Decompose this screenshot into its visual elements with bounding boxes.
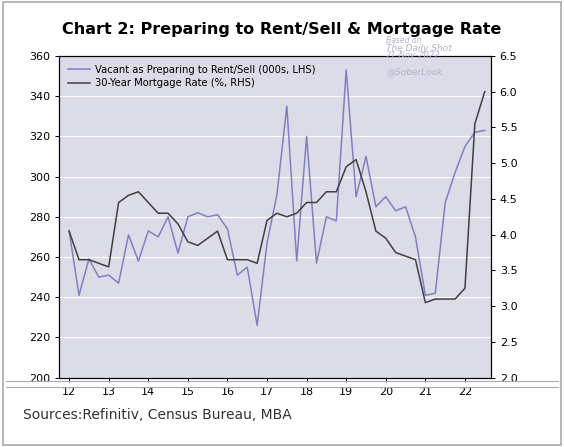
Vacant as Preparing to Rent/Sell (000s, LHS)	[145, 228, 152, 233]
Vacant as Preparing to Rent/Sell (000s, LHS)	[195, 210, 201, 215]
30-Year Mortgage Rate (%, RHS)	[86, 257, 92, 262]
30-Year Mortgage Rate (%, RHS)	[432, 296, 439, 302]
Vacant as Preparing to Rent/Sell (000s, LHS)	[303, 134, 310, 139]
Vacant as Preparing to Rent/Sell (000s, LHS)	[412, 234, 419, 240]
30-Year Mortgage Rate (%, RHS)	[105, 264, 112, 270]
Vacant as Preparing to Rent/Sell (000s, LHS)	[76, 293, 82, 298]
Vacant as Preparing to Rent/Sell (000s, LHS)	[165, 214, 171, 219]
Vacant as Preparing to Rent/Sell (000s, LHS)	[472, 130, 478, 135]
Vacant as Preparing to Rent/Sell (000s, LHS)	[461, 144, 468, 149]
Vacant as Preparing to Rent/Sell (000s, LHS)	[105, 273, 112, 278]
Vacant as Preparing to Rent/Sell (000s, LHS)	[214, 212, 221, 218]
30-Year Mortgage Rate (%, RHS)	[274, 211, 280, 216]
Vacant as Preparing to Rent/Sell (000s, LHS)	[422, 293, 429, 298]
Vacant as Preparing to Rent/Sell (000s, LHS)	[135, 258, 142, 264]
Line: Vacant as Preparing to Rent/Sell (000s, LHS): Vacant as Preparing to Rent/Sell (000s, …	[69, 70, 484, 325]
Vacant as Preparing to Rent/Sell (000s, LHS)	[382, 194, 389, 199]
30-Year Mortgage Rate (%, RHS)	[145, 200, 152, 205]
Vacant as Preparing to Rent/Sell (000s, LHS)	[155, 234, 161, 240]
Text: Sources:Refinitiv, Census Bureau, MBA: Sources:Refinitiv, Census Bureau, MBA	[23, 408, 292, 422]
Text: @SoberLook: @SoberLook	[386, 67, 443, 76]
30-Year Mortgage Rate (%, RHS)	[442, 296, 448, 302]
Vacant as Preparing to Rent/Sell (000s, LHS)	[184, 214, 191, 219]
Vacant as Preparing to Rent/Sell (000s, LHS)	[66, 228, 73, 233]
30-Year Mortgage Rate (%, RHS)	[352, 157, 359, 162]
Vacant as Preparing to Rent/Sell (000s, LHS)	[333, 218, 340, 224]
Vacant as Preparing to Rent/Sell (000s, LHS)	[352, 194, 359, 199]
30-Year Mortgage Rate (%, RHS)	[372, 228, 379, 234]
Vacant as Preparing to Rent/Sell (000s, LHS)	[393, 208, 399, 213]
30-Year Mortgage Rate (%, RHS)	[452, 296, 459, 302]
30-Year Mortgage Rate (%, RHS)	[313, 200, 320, 205]
30-Year Mortgage Rate (%, RHS)	[184, 239, 191, 245]
Vacant as Preparing to Rent/Sell (000s, LHS)	[95, 274, 102, 280]
Vacant as Preparing to Rent/Sell (000s, LHS)	[442, 200, 448, 206]
Vacant as Preparing to Rent/Sell (000s, LHS)	[125, 232, 132, 238]
30-Year Mortgage Rate (%, RHS)	[224, 257, 231, 262]
30-Year Mortgage Rate (%, RHS)	[195, 243, 201, 248]
Vacant as Preparing to Rent/Sell (000s, LHS)	[452, 170, 459, 175]
30-Year Mortgage Rate (%, RHS)	[323, 189, 330, 194]
30-Year Mortgage Rate (%, RHS)	[165, 211, 171, 216]
Vacant as Preparing to Rent/Sell (000s, LHS)	[372, 204, 379, 210]
30-Year Mortgage Rate (%, RHS)	[481, 89, 488, 94]
Vacant as Preparing to Rent/Sell (000s, LHS)	[86, 257, 92, 262]
Vacant as Preparing to Rent/Sell (000s, LHS)	[284, 104, 290, 109]
30-Year Mortgage Rate (%, RHS)	[214, 228, 221, 234]
Vacant as Preparing to Rent/Sell (000s, LHS)	[402, 204, 409, 210]
30-Year Mortgage Rate (%, RHS)	[76, 257, 82, 262]
30-Year Mortgage Rate (%, RHS)	[95, 261, 102, 266]
30-Year Mortgage Rate (%, RHS)	[244, 257, 250, 262]
30-Year Mortgage Rate (%, RHS)	[303, 200, 310, 205]
Vacant as Preparing to Rent/Sell (000s, LHS)	[363, 154, 369, 159]
30-Year Mortgage Rate (%, RHS)	[293, 211, 300, 216]
Vacant as Preparing to Rent/Sell (000s, LHS)	[323, 214, 330, 219]
30-Year Mortgage Rate (%, RHS)	[461, 286, 468, 291]
Vacant as Preparing to Rent/Sell (000s, LHS)	[343, 67, 350, 73]
30-Year Mortgage Rate (%, RHS)	[66, 228, 73, 234]
30-Year Mortgage Rate (%, RHS)	[472, 121, 478, 127]
30-Year Mortgage Rate (%, RHS)	[204, 236, 211, 241]
30-Year Mortgage Rate (%, RHS)	[343, 164, 350, 169]
Vacant as Preparing to Rent/Sell (000s, LHS)	[432, 291, 439, 296]
30-Year Mortgage Rate (%, RHS)	[254, 261, 261, 266]
30-Year Mortgage Rate (%, RHS)	[263, 218, 270, 223]
Legend: Vacant as Preparing to Rent/Sell (000s, LHS), 30-Year Mortgage Rate (%, RHS): Vacant as Preparing to Rent/Sell (000s, …	[64, 61, 320, 93]
30-Year Mortgage Rate (%, RHS)	[402, 253, 409, 259]
Vacant as Preparing to Rent/Sell (000s, LHS)	[254, 323, 261, 328]
30-Year Mortgage Rate (%, RHS)	[333, 189, 340, 194]
30-Year Mortgage Rate (%, RHS)	[363, 189, 369, 194]
Vacant as Preparing to Rent/Sell (000s, LHS)	[274, 192, 280, 198]
Line: 30-Year Mortgage Rate (%, RHS): 30-Year Mortgage Rate (%, RHS)	[69, 92, 484, 303]
Vacant as Preparing to Rent/Sell (000s, LHS)	[481, 128, 488, 133]
Text: Chart 2: Preparing to Rent/Sell & Mortgage Rate: Chart 2: Preparing to Rent/Sell & Mortga…	[62, 21, 502, 37]
Vacant as Preparing to Rent/Sell (000s, LHS)	[244, 264, 250, 270]
Text: The Daily Shot: The Daily Shot	[386, 44, 452, 53]
30-Year Mortgage Rate (%, RHS)	[234, 257, 241, 262]
Vacant as Preparing to Rent/Sell (000s, LHS)	[313, 261, 320, 266]
30-Year Mortgage Rate (%, RHS)	[284, 214, 290, 219]
Vacant as Preparing to Rent/Sell (000s, LHS)	[224, 226, 231, 232]
30-Year Mortgage Rate (%, RHS)	[393, 250, 399, 255]
Vacant as Preparing to Rent/Sell (000s, LHS)	[175, 250, 182, 256]
30-Year Mortgage Rate (%, RHS)	[422, 300, 429, 305]
Vacant as Preparing to Rent/Sell (000s, LHS)	[234, 273, 241, 278]
30-Year Mortgage Rate (%, RHS)	[135, 189, 142, 194]
Vacant as Preparing to Rent/Sell (000s, LHS)	[115, 281, 122, 286]
30-Year Mortgage Rate (%, RHS)	[382, 236, 389, 241]
30-Year Mortgage Rate (%, RHS)	[125, 193, 132, 198]
Vacant as Preparing to Rent/Sell (000s, LHS)	[263, 240, 270, 246]
30-Year Mortgage Rate (%, RHS)	[412, 257, 419, 262]
30-Year Mortgage Rate (%, RHS)	[155, 211, 161, 216]
30-Year Mortgage Rate (%, RHS)	[115, 200, 122, 205]
Text: 21-Nov-2022: 21-Nov-2022	[386, 51, 441, 60]
30-Year Mortgage Rate (%, RHS)	[175, 221, 182, 227]
Vacant as Preparing to Rent/Sell (000s, LHS)	[293, 258, 300, 264]
Text: Based on: Based on	[386, 36, 422, 45]
Vacant as Preparing to Rent/Sell (000s, LHS)	[204, 214, 211, 219]
